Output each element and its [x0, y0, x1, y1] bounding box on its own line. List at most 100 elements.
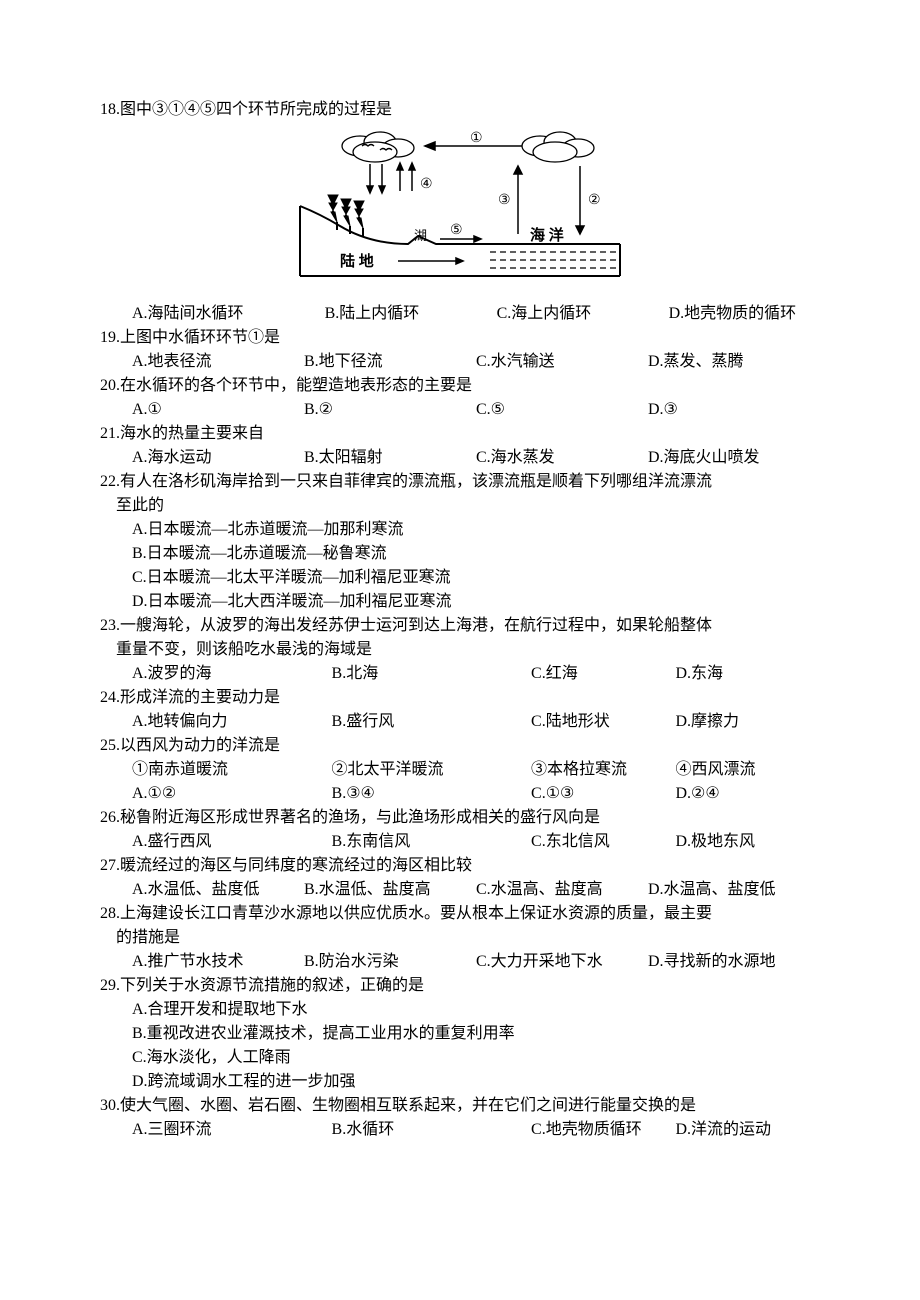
q19-opt-b: B.地下径流 — [304, 350, 476, 374]
q30-options: A.三圈环流 B.水循环 C.地壳物质循环 D.洋流的运动 — [100, 1118, 820, 1142]
q19-opt-a: A.地表径流 — [132, 350, 304, 374]
q28-sub: 的措施是 — [100, 926, 820, 950]
q23-stem: 23.一艘海轮，从波罗的海出发经苏伊士运河到达上海港，在航行过程中，如果轮船整体 — [100, 614, 820, 638]
q24-opt-b: B.盛行风 — [332, 710, 532, 734]
q23-opt-d: D.东海 — [676, 662, 820, 686]
q29-stem: 29.下列关于水资源节流措施的叙述，正确的是 — [100, 974, 820, 998]
q29-opt-c: C.海水淡化，人工降雨 — [132, 1046, 820, 1070]
q22-options: A.日本暖流—北赤道暖流—加那利寒流 B.日本暖流—北赤道暖流—秘鲁寒流 C.日… — [100, 518, 820, 614]
q27-opt-d: D.水温高、盐度低 — [648, 878, 820, 902]
label-4: ④ — [420, 177, 433, 192]
q22-opt-c: C.日本暖流—北太平洋暖流—加利福尼亚寒流 — [132, 566, 820, 590]
q29-opt-d: D.跨流域调水工程的进一步加强 — [132, 1070, 820, 1094]
label-3: ③ — [498, 193, 511, 208]
q18-opt-c: C.海上内循环 — [497, 302, 669, 326]
q23-opt-b: B.北海 — [332, 662, 532, 686]
q25-opt-a: A.①② — [132, 782, 332, 806]
q19-opt-c: C.水汽输送 — [476, 350, 648, 374]
q25-opt-c: C.①③ — [531, 782, 675, 806]
q29-opt-b: B.重视改进农业灌溉技术，提高工业用水的重复利用率 — [132, 1022, 820, 1046]
q25-opt-b: B.③④ — [332, 782, 532, 806]
q26-opt-c: C.东北信风 — [531, 830, 675, 854]
q25-options: A.①② B.③④ C.①③ D.②④ — [100, 782, 820, 806]
q24-opt-d: D.摩擦力 — [676, 710, 820, 734]
q25-item-3: ③本格拉寒流 — [531, 758, 675, 782]
water-cycle-diagram: ① — [100, 126, 820, 296]
q22-sub: 至此的 — [100, 494, 820, 518]
cloud-right — [522, 132, 594, 162]
q24-opt-c: C.陆地形状 — [531, 710, 675, 734]
q20-opt-d: D.③ — [648, 398, 820, 422]
q18-stem: 18.图中③①④⑤四个环节所完成的过程是 — [100, 98, 820, 122]
q28-stem: 28.上海建设长江口青草沙水源地以供应优质水。要从根本上保证水资源的质量，最主要 — [100, 902, 820, 926]
q21-stem: 21.海水的热量主要来自 — [100, 422, 820, 446]
q28-opt-d: D.寻找新的水源地 — [648, 950, 820, 974]
ocean-lines — [490, 252, 620, 268]
evap-land — [397, 163, 415, 191]
q26-options: A.盛行西风 B.东南信风 C.东北信风 D.极地东风 — [100, 830, 820, 854]
q29-opt-a: A.合理开发和提取地下水 — [132, 998, 820, 1022]
q23-options: A.波罗的海 B.北海 C.红海 D.东海 — [100, 662, 820, 686]
q20-opt-b: B.② — [304, 398, 476, 422]
cloud-left — [342, 132, 414, 162]
q23-sub: 重量不变，则该船吃水最浅的海域是 — [100, 638, 820, 662]
q25-opt-d: D.②④ — [676, 782, 820, 806]
q27-opt-a: A.水温低、盐度低 — [132, 878, 304, 902]
q22-opt-d: D.日本暖流—北大西洋暖流—加利福尼亚寒流 — [132, 590, 820, 614]
q24-options: A.地转偏向力 B.盛行风 C.陆地形状 D.摩擦力 — [100, 710, 820, 734]
q19-stem: 19.上图中水循环环节①是 — [100, 326, 820, 350]
q20-opt-c: C.⑤ — [476, 398, 648, 422]
q20-opt-a: A.① — [132, 398, 304, 422]
q30-opt-b: B.水循环 — [332, 1118, 532, 1142]
q21-opt-d: D.海底火山喷发 — [648, 446, 820, 470]
q18-options: A.海陆间水循环 B.陆上内循环 C.海上内循环 D.地壳物质的循环 — [100, 302, 820, 326]
q26-opt-b: B.东南信风 — [332, 830, 532, 854]
q28-opt-a: A.推广节水技术 — [132, 950, 304, 974]
q26-opt-d: D.极地东风 — [676, 830, 820, 854]
q19-options: A.地表径流 B.地下径流 C.水汽输送 D.蒸发、蒸腾 — [100, 350, 820, 374]
q23-opt-a: A.波罗的海 — [132, 662, 332, 686]
q22-opt-b: B.日本暖流—北赤道暖流—秘鲁寒流 — [132, 542, 820, 566]
q21-opt-c: C.海水蒸发 — [476, 446, 648, 470]
rain-arrows — [367, 164, 385, 193]
label-lake: 湖 — [414, 228, 427, 243]
q26-stem: 26.秘鲁附近海区形成世界著名的渔场，与此渔场形成相关的盛行风向是 — [100, 806, 820, 830]
land-arrow — [398, 258, 463, 264]
q25-item-4: ④西风漂流 — [676, 758, 820, 782]
exam-page: 18.图中③①④⑤四个环节所完成的过程是 — [0, 0, 920, 1300]
q22-opt-a: A.日本暖流—北赤道暖流—加那利寒流 — [132, 518, 820, 542]
q18-opt-d: D.地壳物质的循环 — [669, 302, 820, 326]
q27-stem: 27.暖流经过的海区与同纬度的寒流经过的海区相比较 — [100, 854, 820, 878]
q25-item-1: ①南赤道暖流 — [132, 758, 332, 782]
q27-options: A.水温低、盐度低 B.水温低、盐度高 C.水温高、盐度高 D.水温高、盐度低 — [100, 878, 820, 902]
q21-opt-a: A.海水运动 — [132, 446, 304, 470]
q24-stem: 24.形成洋流的主要动力是 — [100, 686, 820, 710]
q21-opt-b: B.太阳辐射 — [304, 446, 476, 470]
q30-opt-c: C.地壳物质循环 — [531, 1118, 675, 1142]
label-land: 陆 地 — [340, 252, 374, 270]
q26-opt-a: A.盛行西风 — [132, 830, 332, 854]
q28-opt-c: C.大力开采地下水 — [476, 950, 648, 974]
q20-stem: 20.在水循环的各个环节中，能塑造地表形态的主要是 — [100, 374, 820, 398]
q19-opt-d: D.蒸发、蒸腾 — [648, 350, 820, 374]
label-ocean: 海 洋 — [530, 226, 564, 244]
q30-stem: 30.使大气圈、水圈、岩石圈、生物圈相互联系起来，并在它们之间进行能量交换的是 — [100, 1094, 820, 1118]
q25-item-2: ②北太平洋暖流 — [332, 758, 532, 782]
q25-items: ①南赤道暖流 ②北太平洋暖流 ③本格拉寒流 ④西风漂流 — [100, 758, 820, 782]
q22-stem: 22.有人在洛杉矶海岸拾到一只来自菲律宾的漂流瓶，该漂流瓶是顺着下列哪组洋流漂流 — [100, 470, 820, 494]
arrow-3 — [514, 166, 522, 234]
q30-opt-a: A.三圈环流 — [132, 1118, 332, 1142]
arrow-2 — [576, 166, 584, 234]
q29-options: A.合理开发和提取地下水 B.重视改进农业灌溉技术，提高工业用水的重复利用率 C… — [100, 998, 820, 1094]
label-5: ⑤ — [450, 223, 463, 238]
q27-opt-b: B.水温低、盐度高 — [304, 878, 476, 902]
label-1: ① — [470, 131, 483, 146]
q28-opt-b: B.防治水污染 — [304, 950, 476, 974]
label-2: ② — [588, 193, 601, 208]
q25-stem: 25.以西风为动力的洋流是 — [100, 734, 820, 758]
q24-opt-a: A.地转偏向力 — [132, 710, 332, 734]
q28-options: A.推广节水技术 B.防治水污染 C.大力开采地下水 D.寻找新的水源地 — [100, 950, 820, 974]
q20-options: A.① B.② C.⑤ D.③ — [100, 398, 820, 422]
q18-opt-a: A.海陆间水循环 — [132, 302, 325, 326]
q21-options: A.海水运动 B.太阳辐射 C.海水蒸发 D.海底火山喷发 — [100, 446, 820, 470]
